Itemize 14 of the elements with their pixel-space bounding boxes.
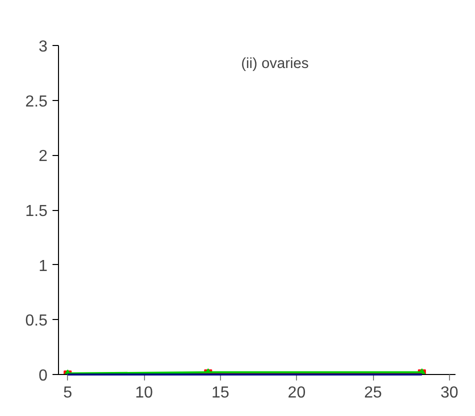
x-tick-label: 30 [440,384,458,402]
y-tick-label: 3 [38,38,48,56]
y-tick-label: 0 [38,368,48,384]
y-tick-label: 1.5 [25,203,48,220]
x-tick-label: 5 [63,384,72,402]
x-tick-label: 25 [364,384,382,402]
y-tick-label: 2 [38,148,48,166]
x-tick-label: 20 [288,384,306,402]
x-tick-label: 15 [211,384,230,402]
y-tick-label: 0.5 [25,312,48,330]
x-tick-label: 10 [135,384,154,402]
y-tick-label: 2.5 [25,93,48,110]
text: (ii) ovaries [241,56,309,72]
y-tick-label: 1 [38,258,48,275]
